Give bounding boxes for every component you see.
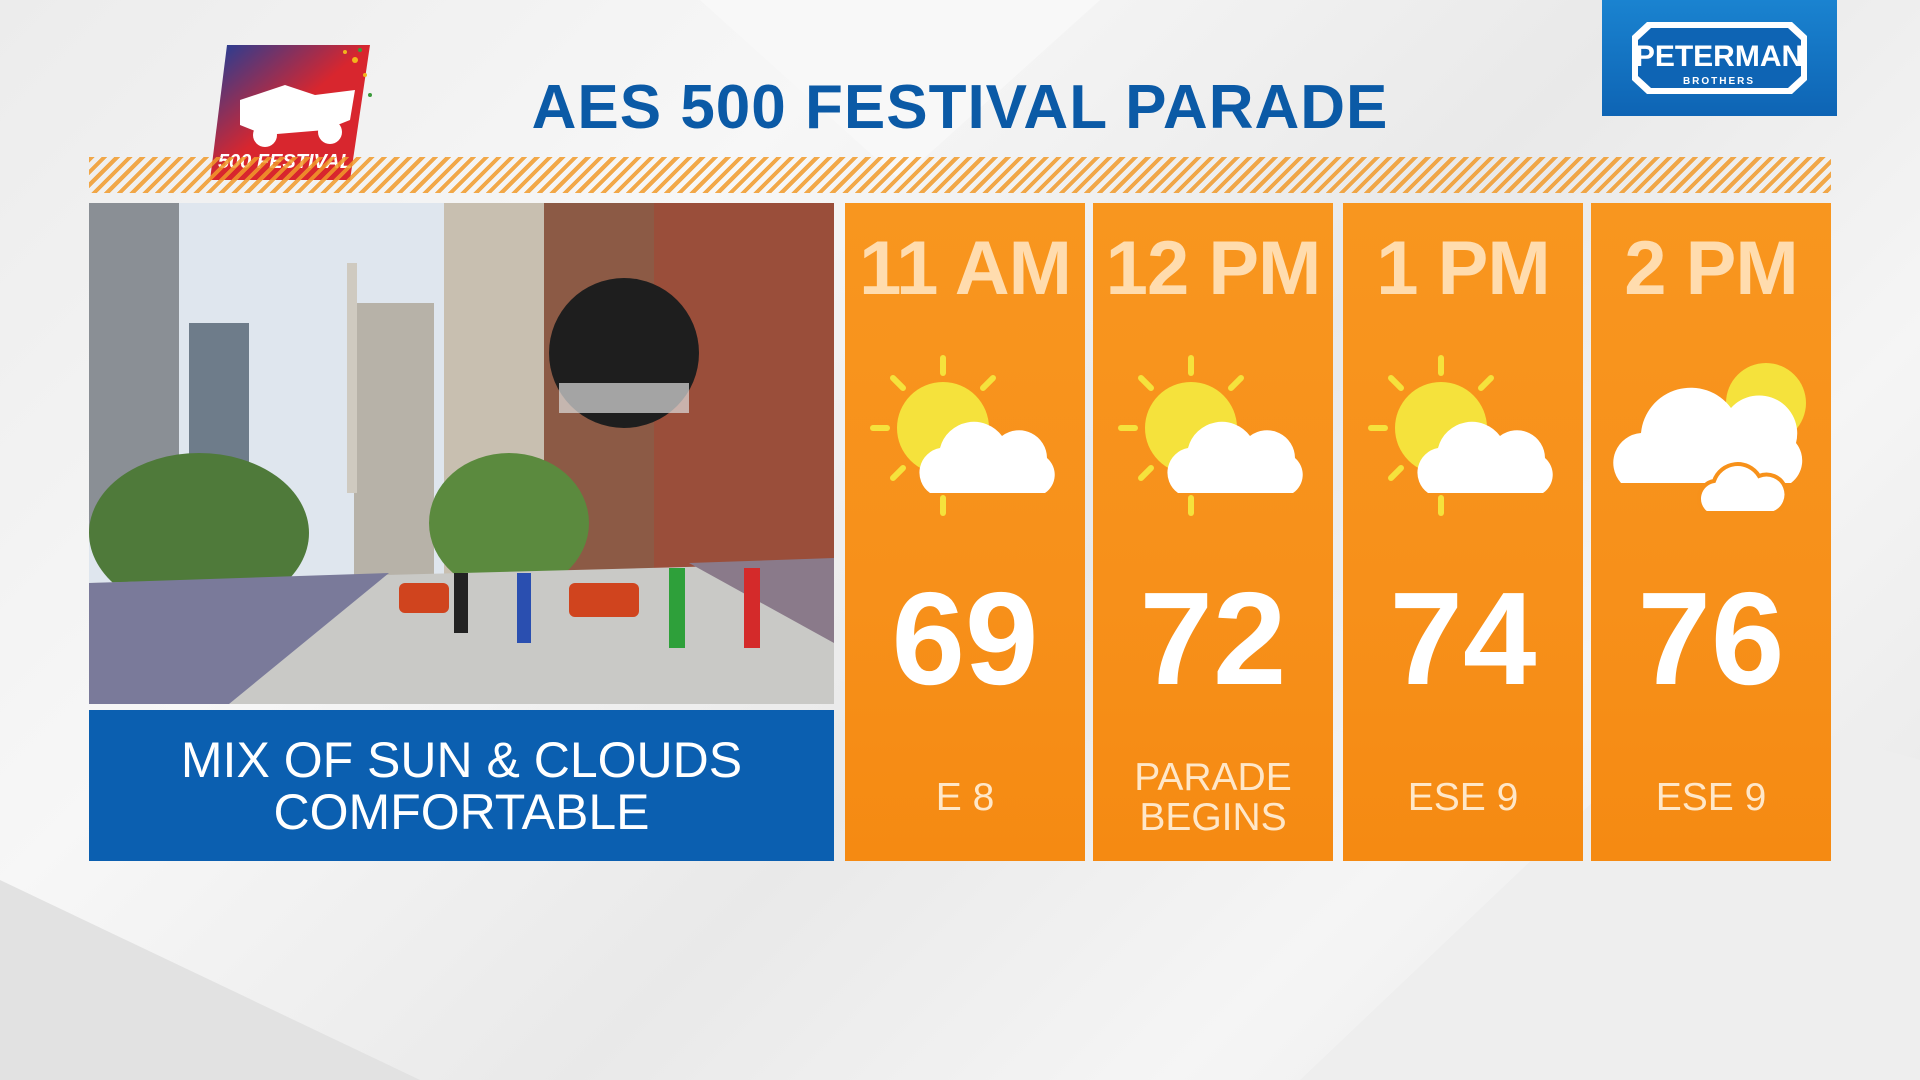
note: PARADE BEGINS: [1134, 756, 1292, 839]
note: ESE 9: [1407, 776, 1519, 819]
temperature: 76: [1637, 565, 1785, 712]
time: 12 PM: [1105, 226, 1322, 311]
temperature: 74: [1389, 565, 1537, 712]
stripe-band: [89, 157, 1831, 193]
temperature: 69: [891, 565, 1039, 712]
temperature: 72: [1139, 565, 1287, 712]
weather-icon: [1103, 343, 1323, 543]
summary-line: MIX OF SUN & CLOUDS: [180, 731, 743, 788]
note: ESE 9: [1655, 776, 1767, 819]
forecast-card: 11 AM 69 E 8: [845, 203, 1085, 861]
sponsor-name: PETERMAN: [1635, 40, 1803, 73]
summary-line: COMFORTABLE: [273, 783, 650, 840]
time: 1 PM: [1376, 226, 1550, 311]
parade-photo: [89, 203, 834, 704]
weather-icon: [1611, 361, 1808, 515]
note: E 8: [935, 776, 995, 819]
time: 2 PM: [1624, 226, 1798, 311]
sponsor-logo: PETERMAN BROTHERS: [1602, 0, 1837, 116]
sponsor-subtitle: BROTHERS: [1683, 76, 1755, 87]
weather-icon: [855, 343, 1075, 543]
forecast-card: 2 PM 76 ESE 9: [1591, 203, 1831, 861]
forecast-card: 12 PM 72 PARADE BEGINS: [1093, 203, 1333, 861]
title: AES 500 FESTIVAL PARADE: [531, 73, 1389, 142]
weather-icon: [1353, 343, 1573, 543]
time: 11 AM: [859, 226, 1072, 311]
forecast-card: 1 PM 74 ESE 9: [1343, 203, 1583, 861]
summary-box: MIX OF SUN & CLOUDS COMFORTABLE: [89, 710, 834, 861]
